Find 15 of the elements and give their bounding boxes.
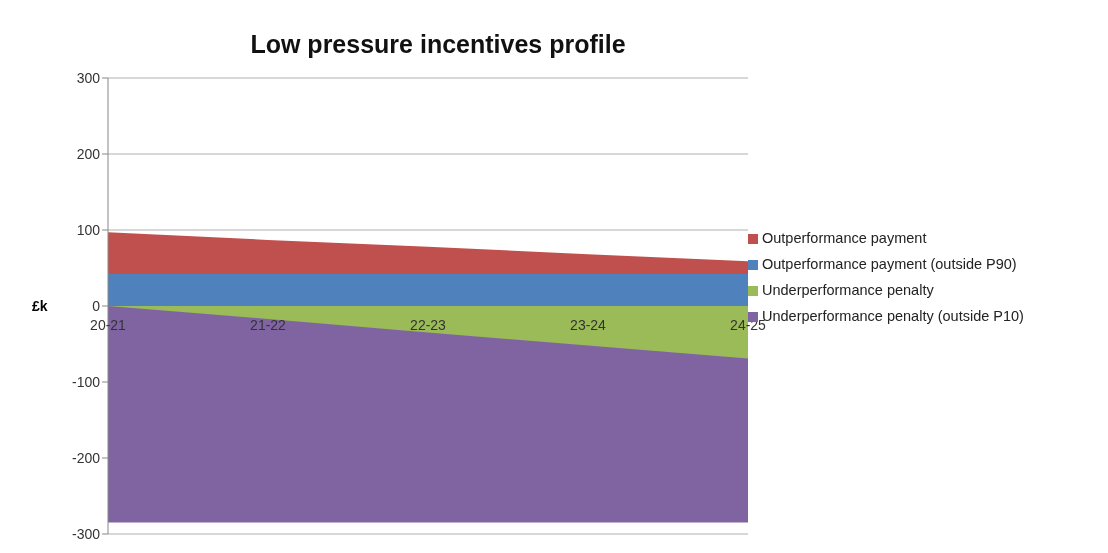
y-tick-label: 0 [92, 297, 101, 314]
legend-label: Underperformance penalty [762, 281, 934, 298]
y-tick-label: 300 [76, 69, 101, 86]
x-tick-label: 22-23 [410, 316, 447, 333]
y-tick-label: -100 [71, 373, 101, 390]
y-tick-label: 200 [76, 145, 101, 162]
y-axis-title: £k [32, 297, 48, 314]
x-tick-label: 21-22 [250, 316, 287, 333]
chart-title: Low pressure incentives profile [249, 30, 627, 59]
x-tick-label: 23-24 [570, 316, 607, 333]
y-tick-label: -200 [71, 449, 101, 466]
legend-label: Outperformance payment (outside P90) [762, 255, 1017, 272]
legend-label: Outperformance payment [762, 229, 927, 246]
y-tick-label: -300 [71, 525, 101, 542]
y-tick-label: 100 [76, 221, 101, 238]
